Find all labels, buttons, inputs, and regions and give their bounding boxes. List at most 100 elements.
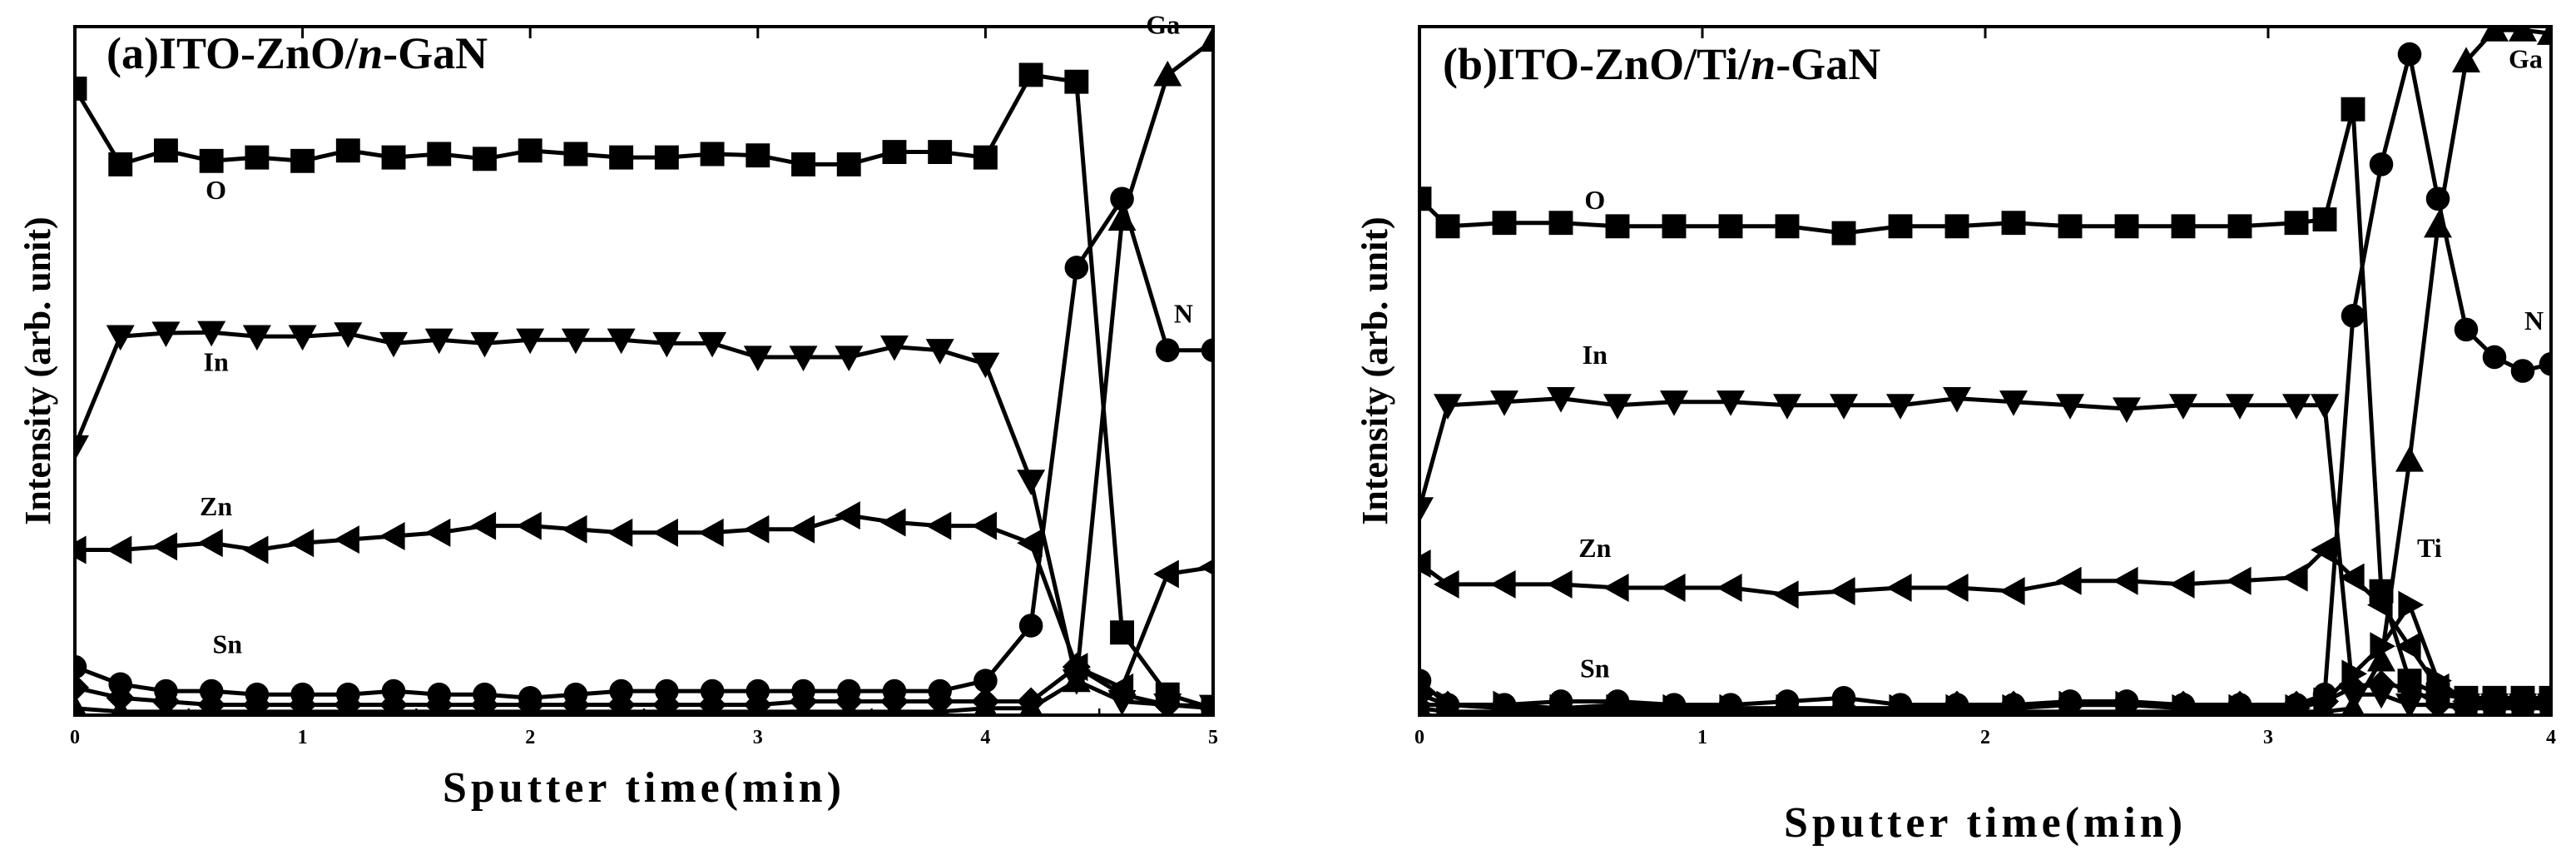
marker-n xyxy=(789,687,818,715)
marker-n xyxy=(2113,690,2141,715)
marker-in xyxy=(789,345,818,371)
marker-in xyxy=(197,321,226,347)
marker-n xyxy=(698,690,727,715)
x-tick-label: 3 xyxy=(753,727,763,748)
marker-zn xyxy=(1547,569,1573,599)
panel-title-part: n xyxy=(358,28,383,78)
marker-sn xyxy=(2454,317,2479,342)
marker-zn xyxy=(835,501,860,530)
marker-in xyxy=(835,345,864,371)
marker-sn xyxy=(1018,614,1043,638)
panel-a: 0 1 2 3 4 5 O In Zn Sn Ga N (a)ITO-ZnO/n-GaN Sputter … xyxy=(17,9,1218,812)
x-tick-label: 1 xyxy=(298,727,308,748)
marker-o xyxy=(245,145,270,170)
marker-ga xyxy=(1107,205,1137,231)
marker-in xyxy=(242,325,271,351)
marker-n xyxy=(379,690,409,715)
marker-o xyxy=(1064,69,1089,94)
marker-n xyxy=(2424,690,2452,715)
marker-zn xyxy=(106,535,132,564)
panel-title-part: (a)ITO-ZnO/ xyxy=(107,28,359,78)
marker-o xyxy=(2001,211,2026,236)
marker-o xyxy=(973,145,998,170)
marker-sn xyxy=(2510,359,2535,383)
marker-sn xyxy=(2397,42,2422,67)
marker-zn xyxy=(1830,577,1855,606)
marker-in xyxy=(470,331,499,358)
marker-n xyxy=(561,690,590,715)
series-label-n: N xyxy=(1174,299,1193,329)
marker-zn xyxy=(652,518,678,547)
marker-ga xyxy=(1419,693,1432,715)
marker-sn xyxy=(973,669,998,693)
marker-n xyxy=(1153,690,1182,715)
panel-title-part: -GaN xyxy=(1776,39,1880,89)
x-axis-label: Sputter time(min) xyxy=(443,764,845,812)
marker-in xyxy=(1017,470,1046,495)
marker-in xyxy=(379,331,409,358)
panel-title: (a)ITO-ZnO/n-GaN xyxy=(107,28,488,78)
marker-zn xyxy=(2056,566,2082,595)
marker-zn xyxy=(1153,559,1179,589)
marker-n xyxy=(1490,693,1518,715)
marker-n xyxy=(1434,690,1462,715)
marker-zn xyxy=(334,525,359,554)
marker-o xyxy=(654,145,679,170)
marker-sn xyxy=(75,654,87,679)
marker-n xyxy=(1660,693,1688,715)
marker-o xyxy=(882,140,907,164)
marker-zn xyxy=(2282,563,2308,592)
y-axis-label: Intensity (arb. unit) xyxy=(1355,216,1395,524)
marker-n xyxy=(288,690,317,715)
marker-in xyxy=(516,328,545,355)
marker-ga xyxy=(1199,27,1213,52)
marker-o xyxy=(1662,214,1687,239)
marker-zn xyxy=(2367,590,2393,619)
marker-ga xyxy=(2452,47,2480,72)
marker-zn xyxy=(2339,563,2365,592)
series-label-in: In xyxy=(1583,340,1608,370)
series-label-ga: Ga xyxy=(1146,9,1180,39)
marker-in xyxy=(2282,394,2311,420)
marker-in xyxy=(1547,386,1575,413)
marker-n xyxy=(1062,653,1091,682)
marker-n xyxy=(2056,690,2084,715)
marker-zn xyxy=(971,511,997,540)
panel-title-part: n xyxy=(1751,39,1776,89)
x-tick-label: 5 xyxy=(1208,727,1218,748)
panel-b: 0 1 2 3 4 O In Zn Sn Ti Ga N (b)ITO-ZnO/Ti/n-GaN Sput… xyxy=(1355,25,2556,847)
marker-ga xyxy=(2480,27,2509,42)
marker-zn xyxy=(75,535,87,564)
marker-n xyxy=(1547,693,1575,715)
series-line-ga xyxy=(75,38,1213,714)
x-tick-label: 4 xyxy=(2546,727,2556,748)
marker-o xyxy=(1888,214,1913,239)
x-tick-label: 2 xyxy=(525,727,535,748)
marker-n xyxy=(1830,693,1858,715)
marker-zn xyxy=(2311,535,2336,564)
marker-n xyxy=(1107,680,1137,709)
marker-zn xyxy=(2226,566,2252,595)
marker-in xyxy=(1434,394,1462,420)
series-group xyxy=(75,27,1213,715)
marker-o xyxy=(108,152,133,176)
marker-o xyxy=(1110,620,1135,645)
marker-n xyxy=(971,687,1000,715)
marker-zn xyxy=(561,514,587,544)
marker-n xyxy=(2537,693,2551,715)
marker-o xyxy=(1419,186,1432,211)
marker-o xyxy=(335,138,360,163)
marker-n xyxy=(1017,687,1046,715)
marker-n xyxy=(1886,693,1915,715)
marker-in xyxy=(1660,390,1688,416)
marker-in xyxy=(1830,394,1858,420)
marker-n xyxy=(2311,687,2339,715)
marker-ti xyxy=(2398,590,2424,619)
series-label-ga: Ga xyxy=(2509,44,2543,74)
marker-zn xyxy=(516,511,542,540)
marker-in xyxy=(743,345,772,371)
marker-n xyxy=(2226,690,2254,715)
marker-n xyxy=(879,687,909,715)
series-label-o: O xyxy=(206,175,226,205)
